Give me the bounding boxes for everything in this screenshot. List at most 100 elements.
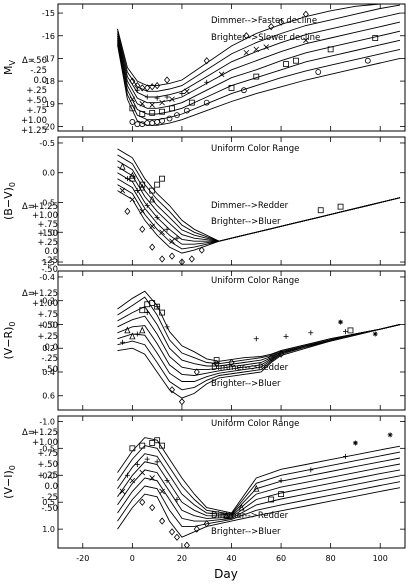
observation-point-triangle bbox=[129, 171, 136, 179]
delta-label: +.50 bbox=[37, 321, 58, 331]
y-tick-label: 0.5 bbox=[42, 498, 55, 507]
model-curve bbox=[117, 487, 401, 538]
model-curve bbox=[117, 148, 401, 242]
observation-point-square bbox=[327, 46, 334, 53]
observation-point-diamond bbox=[243, 32, 250, 40]
observation-point-plus bbox=[164, 478, 170, 484]
y-tick-label: 0.0 bbox=[42, 169, 55, 178]
annotation-mv-dimmer: Dimmer-->Faster decline bbox=[211, 16, 317, 26]
observation-point-square bbox=[129, 445, 136, 452]
delta-label: 0.0 bbox=[44, 247, 58, 257]
observation-point-triangle bbox=[139, 326, 146, 334]
observation-point-cross bbox=[243, 49, 250, 56]
y-axis-label-sub: 0 bbox=[8, 465, 17, 470]
observation-point-square bbox=[347, 327, 354, 334]
observation-point-square bbox=[139, 111, 146, 117]
observation-point-square bbox=[149, 300, 156, 306]
delta-label: +.25 bbox=[37, 332, 58, 342]
delta-symbol: Δ= bbox=[22, 289, 35, 299]
observation-point-diamond bbox=[203, 57, 210, 65]
observation-point-cross bbox=[159, 229, 165, 236]
observation-point-cross bbox=[253, 46, 260, 53]
x-tick-label: 100 bbox=[373, 554, 388, 563]
delta-label: 0.0 bbox=[33, 76, 47, 86]
observation-point-square bbox=[159, 442, 166, 449]
observation-point-diamond bbox=[129, 77, 136, 85]
observation-point-circle bbox=[183, 107, 190, 114]
observation-point-circle bbox=[240, 87, 247, 94]
observation-point-star bbox=[387, 432, 393, 438]
delta-label: +1.25 bbox=[32, 202, 58, 212]
delta-label: -.50 bbox=[30, 56, 47, 66]
observation-point-plus bbox=[164, 324, 170, 330]
annotation-vi-brighter: Brighter-->Bluer bbox=[211, 527, 281, 537]
annotation-mv-brighter: Brighter-->Slower decline bbox=[211, 33, 320, 43]
observation-point-triangle bbox=[139, 183, 146, 191]
observation-point-diamond bbox=[302, 10, 309, 18]
observation-point-square bbox=[149, 440, 156, 446]
observation-point-cross bbox=[149, 223, 155, 230]
observation-point-circle bbox=[134, 121, 141, 128]
y-tick-label: -20 bbox=[42, 122, 55, 131]
delta-label: +1.25 bbox=[32, 428, 58, 438]
model-curve bbox=[117, 30, 401, 109]
model-curve bbox=[117, 4, 401, 92]
delta-label: 0.0 bbox=[44, 482, 58, 492]
observation-point-square bbox=[154, 181, 161, 188]
observation-point-plus bbox=[134, 461, 140, 467]
annotation-bv-dimmer: Dimmer-->Redder bbox=[211, 201, 289, 211]
y-axis-label-main: (V−I) bbox=[2, 470, 15, 499]
annotation-bv-brighter: Brighter-->Bluer bbox=[211, 217, 281, 227]
observation-point-diamond bbox=[164, 76, 171, 84]
observation-point-plus bbox=[144, 456, 150, 462]
y-tick-label: 1.0 bbox=[42, 525, 55, 534]
model-curve bbox=[117, 437, 401, 514]
observation-point-plus bbox=[154, 459, 160, 465]
x-tick-label: 80 bbox=[326, 554, 336, 563]
observation-point-plus bbox=[154, 214, 160, 220]
observation-point-plus bbox=[154, 95, 160, 101]
y-tick-label: 0.0 bbox=[42, 471, 55, 480]
delta-label: +1.00 bbox=[32, 299, 58, 309]
observation-point-diamond bbox=[168, 528, 176, 536]
observation-point-star bbox=[338, 319, 344, 325]
observation-point-plus bbox=[144, 202, 150, 208]
observation-point-plus bbox=[144, 310, 150, 316]
observation-point-diamond bbox=[168, 252, 176, 260]
observation-point-square bbox=[139, 181, 146, 188]
panel-frame bbox=[57, 270, 406, 411]
x-tick-label: -20 bbox=[76, 554, 89, 563]
observation-point-cross bbox=[119, 187, 126, 194]
model-curve bbox=[117, 42, 401, 121]
x-tick-label: 20 bbox=[177, 554, 187, 563]
observation-point-circle bbox=[364, 57, 371, 64]
observation-point-diamond bbox=[173, 533, 180, 541]
delta-label: +.25 bbox=[37, 471, 58, 481]
observation-point-plus bbox=[204, 79, 210, 85]
observation-point-square bbox=[154, 303, 161, 310]
observation-point-square bbox=[253, 73, 260, 80]
observation-point-square bbox=[372, 35, 379, 41]
delta-label: -.50 bbox=[41, 504, 58, 514]
observation-point-cross bbox=[169, 238, 175, 244]
y-tick-label: -0.2 bbox=[39, 297, 55, 306]
model-curve bbox=[117, 445, 401, 515]
delta-label: +.75 bbox=[37, 449, 58, 459]
observation-point-square bbox=[293, 57, 299, 64]
observation-point-cross bbox=[169, 96, 175, 103]
delta-label: +.50 bbox=[26, 96, 47, 106]
observation-point-plus bbox=[124, 176, 130, 182]
observation-point-diamond bbox=[149, 83, 156, 91]
y-tick-label: -18 bbox=[42, 77, 55, 86]
y-axis-label-main: M bbox=[2, 65, 15, 75]
observation-point-plus bbox=[144, 94, 150, 100]
model-curve bbox=[117, 3, 400, 87]
model-curve bbox=[117, 154, 401, 242]
observation-point-circle bbox=[159, 117, 166, 124]
observation-point-circle bbox=[315, 69, 322, 75]
observation-point-diamond bbox=[183, 541, 190, 549]
delta-label: -.25 bbox=[41, 493, 58, 503]
y-tick-label: 0.4 bbox=[42, 368, 55, 377]
observation-point-triangle bbox=[223, 511, 230, 519]
